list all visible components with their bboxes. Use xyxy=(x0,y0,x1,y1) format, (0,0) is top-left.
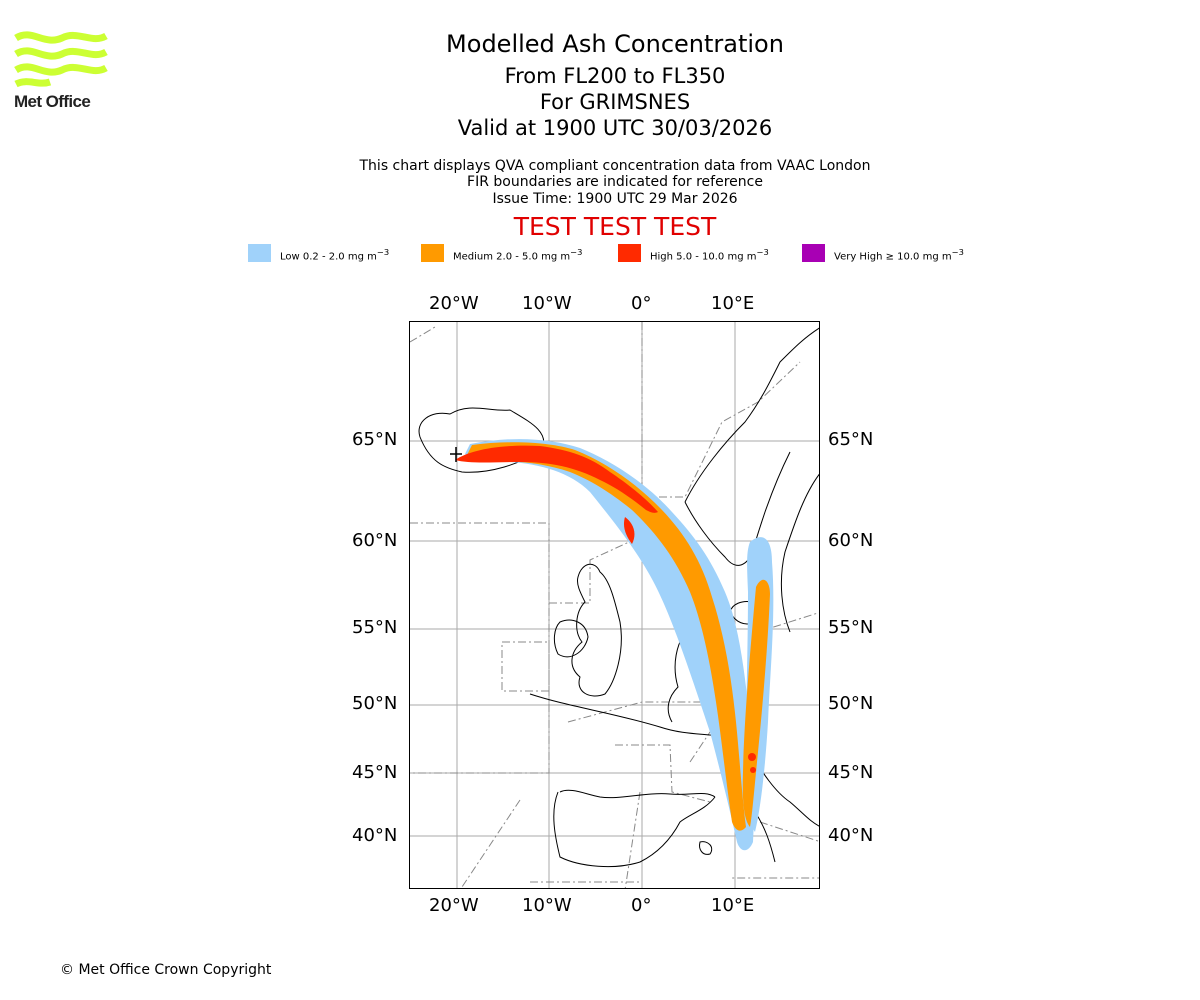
lat-label-right: 65°N xyxy=(828,429,874,450)
lat-label-right: 45°N xyxy=(828,762,874,783)
lat-label-right: 50°N xyxy=(828,693,874,714)
ash-zone-low xyxy=(465,439,774,851)
lat-label-left: 60°N xyxy=(352,530,398,551)
lat-label-right: 40°N xyxy=(828,825,874,846)
ash-zone-high xyxy=(455,445,756,773)
info-line-1: This chart displays QVA compliant concen… xyxy=(359,158,871,174)
lat-label-right: 60°N xyxy=(828,530,874,551)
legend-swatch xyxy=(802,244,825,262)
valid-time: Valid at 1900 UTC 30/03/2026 xyxy=(457,116,773,140)
ash-map[interactable] xyxy=(409,321,820,889)
legend-label: Low 0.2 - 2.0 mg m−3 xyxy=(280,247,390,263)
lon-label-top: 10°W xyxy=(522,293,572,314)
legend-label: Very High ≥ 10.0 mg m−3 xyxy=(834,247,964,263)
lon-label-bottom: 10°E xyxy=(711,895,755,916)
logo-wordmark: Met Office xyxy=(14,92,91,111)
legend-swatch xyxy=(618,244,641,262)
lon-label-top: 0° xyxy=(631,293,652,314)
lat-label-left: 55°N xyxy=(352,617,398,638)
lon-label-bottom: 0° xyxy=(631,895,652,916)
legend-label: Medium 2.0 - 5.0 mg m−3 xyxy=(453,247,583,263)
wave-logo-icon xyxy=(14,31,108,88)
lon-label-top: 20°W xyxy=(429,293,479,314)
met-office-logo: Met Office xyxy=(14,30,109,112)
flight-level-range: From FL200 to FL350 xyxy=(504,64,726,88)
lon-label-top: 10°E xyxy=(711,293,755,314)
lon-label-bottom: 10°W xyxy=(522,895,572,916)
issue-time: Issue Time: 1900 UTC 29 Mar 2026 xyxy=(492,191,738,207)
info-line-2: FIR boundaries are indicated for referen… xyxy=(467,174,763,190)
lat-label-left: 50°N xyxy=(352,693,398,714)
lat-label-left: 40°N xyxy=(352,825,398,846)
chart-title: Modelled Ash Concentration xyxy=(446,30,784,58)
ash-zone-medium xyxy=(467,442,770,831)
legend-swatch xyxy=(248,244,271,262)
fir-boundaries xyxy=(410,322,819,888)
copyright-notice: © Met Office Crown Copyright xyxy=(60,962,272,978)
legend-label: High 5.0 - 10.0 mg m−3 xyxy=(650,247,769,263)
volcano-marker-icon xyxy=(450,447,462,462)
map-canvas[interactable] xyxy=(410,322,820,889)
test-banner: TEST TEST TEST xyxy=(513,212,717,241)
volcano-name: For GRIMSNES xyxy=(539,90,691,114)
lon-label-bottom: 20°W xyxy=(429,895,479,916)
lat-label-left: 65°N xyxy=(352,429,398,450)
legend-swatch xyxy=(421,244,444,262)
lat-label-right: 55°N xyxy=(828,617,874,638)
lat-label-left: 45°N xyxy=(352,762,398,783)
